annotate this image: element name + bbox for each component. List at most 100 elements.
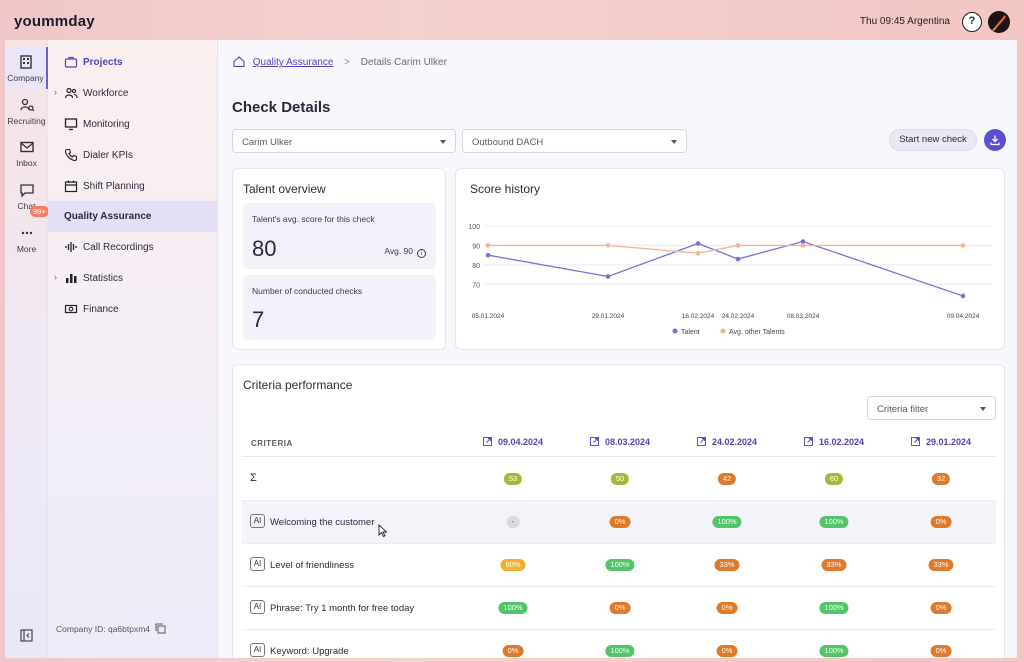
score-pill: 42 — [717, 473, 737, 485]
nav-label: Workforce — [83, 88, 129, 99]
score-pill: 0% — [609, 602, 631, 614]
column-date-header[interactable]: 09.04.2024 — [458, 437, 568, 447]
download-button[interactable] — [984, 129, 1006, 151]
external-link-icon[interactable] — [590, 437, 599, 446]
criteria-label: Keyword: Upgrade — [270, 646, 349, 657]
more-icon — [21, 231, 32, 235]
project-select[interactable]: Outbound DACH — [462, 129, 687, 153]
score-pill: 60% — [500, 559, 526, 571]
chevron-right-icon[interactable]: › — [54, 272, 57, 282]
download-icon — [990, 135, 1000, 146]
sidebar-collapse-icon[interactable] — [20, 629, 33, 642]
data-point — [735, 243, 741, 248]
breadcrumb-separator: > — [344, 57, 351, 68]
score-pill: 0% — [609, 516, 631, 528]
column-date-header[interactable]: 16.02.2024 — [779, 437, 889, 447]
criteria-label: Level of friendliness — [270, 560, 354, 571]
external-link-icon[interactable] — [804, 437, 813, 446]
rail-label: Inbox — [16, 158, 37, 168]
x-tick-label: 08.03.2024 — [787, 313, 820, 320]
calendar-icon — [64, 180, 78, 193]
table-row[interactable]: AI Keyword: Upgrade 0% 100% 0% 100% 0% — [242, 630, 996, 658]
avatar[interactable] — [988, 11, 1010, 33]
data-point — [960, 293, 966, 299]
legend-marker — [672, 328, 678, 334]
start-new-check-button[interactable]: Start new check — [889, 129, 977, 151]
bar-chart-icon — [66, 274, 77, 283]
score-pill: 100% — [605, 559, 635, 571]
criteria-label: Welcoming the customer — [270, 517, 375, 528]
breadcrumb-current: Details Carim Ulker — [360, 57, 447, 68]
checks-count-value: 7 — [252, 307, 265, 332]
copy-icon[interactable] — [155, 623, 166, 634]
nav-label: Dialer KPIs — [83, 150, 134, 161]
talent-select[interactable]: Carim Ulker — [232, 129, 456, 153]
criteria-filter[interactable]: Criteria filter — [867, 396, 996, 420]
nav-label: Finance — [83, 304, 119, 315]
column-date-label: 24.02.2024 — [711, 437, 758, 447]
rail-label: Company — [7, 73, 44, 83]
score-pill: 100% — [819, 602, 849, 614]
chat-badge: 99+ — [30, 206, 49, 217]
column-date-header[interactable]: 24.02.2024 — [672, 437, 782, 447]
criteria-label: Phrase: Try 1 month for free today — [270, 603, 415, 614]
avg-other-text: Avg. 90 — [384, 246, 413, 256]
criteria-filter-placeholder: Criteria filter — [877, 404, 929, 415]
checks-count-label: Number of conducted checks — [252, 286, 363, 296]
chevron-right-icon[interactable]: › — [54, 87, 57, 97]
table-row[interactable]: AI Level of friendliness 60% 100% 33% 33% 33% — [242, 544, 996, 587]
table-row[interactable]: AI Phrase: Try 1 month for free today 100%… — [242, 587, 996, 630]
score-pill: 50 — [610, 473, 630, 485]
nav-label: Quality Assurance — [64, 211, 152, 222]
rail-item-recruiting[interactable]: Recruiting — [5, 90, 48, 132]
breadcrumb-link[interactable]: Quality Assurance — [252, 57, 334, 68]
nav-item-projects[interactable]: Projects — [48, 47, 217, 78]
chevron-down-icon — [671, 140, 677, 144]
waveform-icon — [65, 242, 77, 252]
nav-item-shift-planning[interactable]: Shift Planning — [48, 171, 217, 202]
external-link-icon[interactable] — [483, 437, 492, 446]
series-line-avg-other — [488, 244, 963, 254]
rail-item-chat[interactable]: Chat — [5, 175, 48, 217]
help-icon[interactable]: ? — [962, 12, 982, 32]
nav-label: Projects — [83, 57, 123, 68]
project-select-value: Outbound DACH — [472, 137, 544, 148]
score-pill: 0% — [930, 516, 952, 528]
phone-icon — [64, 148, 78, 162]
rail-item-more[interactable]: More — [5, 218, 48, 260]
data-point — [605, 243, 611, 248]
table-row[interactable]: AI Welcoming the customer - 0% 100% 100% 0% — [242, 501, 996, 544]
nav-item-workforce[interactable]: › Workforce — [48, 78, 217, 109]
nav-item-statistics[interactable]: › Statistics — [48, 263, 217, 294]
external-link-icon[interactable] — [911, 437, 920, 446]
user-search-icon — [19, 98, 34, 112]
column-date-header[interactable]: 08.03.2024 — [565, 437, 675, 447]
data-point — [735, 256, 741, 262]
column-date-header[interactable]: 29.01.2024 — [886, 437, 996, 447]
nav-item-quality-assurance[interactable]: Quality Assurance — [48, 201, 217, 232]
company-nav: Projects › Workforce Monitoring Dialer K… — [48, 40, 218, 658]
data-point — [695, 241, 701, 246]
company-id: Company ID: qa6btpxm4 — [56, 624, 151, 634]
rail-label: Chat — [17, 201, 36, 211]
rail-item-inbox[interactable]: Inbox — [5, 132, 48, 174]
talent-overview-card: Talent overview Talent's avg. score for … — [232, 168, 446, 350]
home-icon[interactable] — [233, 56, 245, 67]
nav-item-monitoring[interactable]: Monitoring — [48, 109, 217, 140]
app-frame: Company Recruiting Inbox Chat 99+ More P… — [5, 40, 1017, 658]
nav-item-finance[interactable]: Finance — [48, 294, 217, 325]
cash-icon — [64, 304, 78, 314]
table-row[interactable]: Σ 53 50 42 60 32 — [242, 458, 996, 501]
nav-item-dialer-kpis[interactable]: Dialer KPIs — [48, 140, 217, 171]
ai-tag: AI — [250, 643, 265, 657]
external-link-icon[interactable] — [697, 437, 706, 446]
app-logo[interactable]: yoummday — [14, 13, 95, 30]
chat-icon — [19, 184, 34, 198]
sigma-symbol: Σ — [250, 472, 257, 484]
rail-item-company[interactable]: Company — [5, 47, 48, 89]
data-point — [485, 252, 491, 258]
mouse-cursor-icon — [378, 524, 388, 537]
column-date-label: 29.01.2024 — [925, 437, 972, 447]
info-icon[interactable]: i — [417, 249, 426, 258]
nav-item-call-recordings[interactable]: Call Recordings — [48, 232, 217, 263]
